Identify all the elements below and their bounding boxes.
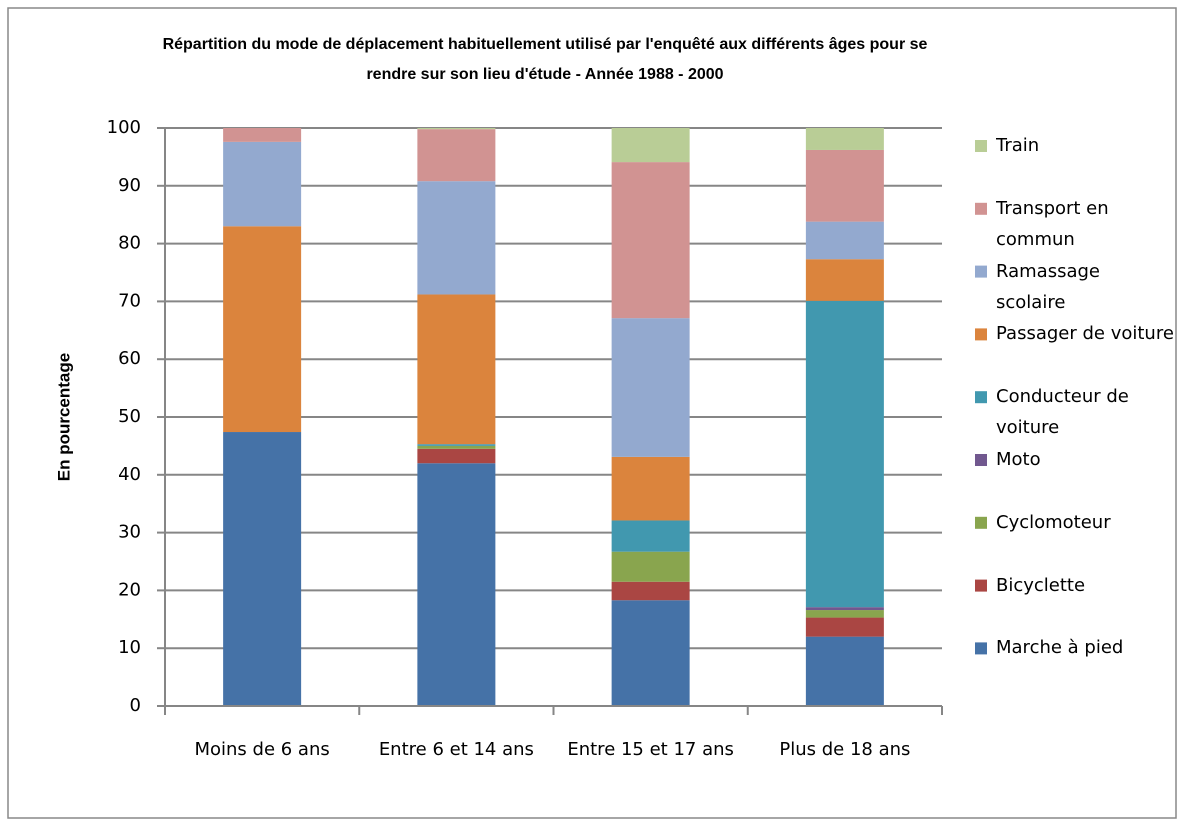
bar-segment — [417, 129, 496, 182]
legend-swatch — [975, 516, 987, 529]
bar-segment — [611, 128, 690, 163]
bar-segment — [223, 226, 302, 433]
bar-segment — [805, 300, 884, 608]
y-tick-label: 40 — [118, 464, 141, 485]
bar-segment — [223, 141, 302, 227]
y-tick-label: 90 — [118, 175, 141, 196]
y-tick-label: 10 — [118, 637, 141, 658]
y-tick-label: 80 — [118, 233, 141, 254]
bar-segment — [805, 221, 884, 260]
bar-segment — [417, 128, 496, 130]
y-axis-label: En pourcentage — [54, 353, 73, 481]
legend-swatch — [975, 642, 987, 655]
y-tick-label: 20 — [118, 579, 141, 600]
bar-segment — [611, 520, 690, 552]
bar-segment — [417, 181, 496, 295]
legend-swatch — [975, 391, 987, 404]
bar-segment — [417, 444, 496, 446]
legend-label-box: Passager de voiture — [996, 323, 1174, 345]
legend-label: Moto — [996, 449, 1041, 470]
bar-segment — [223, 128, 302, 142]
bar-segment — [417, 294, 496, 445]
bar-segment — [611, 456, 690, 521]
bar-segment — [805, 259, 884, 301]
bar-segment — [611, 600, 690, 706]
legend-label-box: Conducteur de voiture — [996, 386, 1129, 439]
legend-label: Train — [996, 135, 1040, 156]
legend-label: Bicyclette — [996, 574, 1086, 596]
legend-swatch — [975, 202, 987, 215]
legend-swatch — [975, 579, 987, 592]
chart-title-box: Répartition du mode de déplacement habit… — [162, 36, 928, 83]
legend-label: Transport en commun — [996, 197, 1109, 250]
legend-label: Cyclomoteur — [996, 511, 1111, 533]
x-tick-label-box: Entre 6 et 14 ans — [378, 739, 534, 760]
y-tick-label: 50 — [118, 406, 141, 427]
chart-title: Répartition du mode de déplacement habit… — [162, 36, 928, 83]
legend-label: Passager de voiture — [996, 323, 1174, 345]
bar-segment — [417, 448, 496, 464]
bar-segment — [611, 551, 690, 582]
legend-swatch — [975, 140, 987, 152]
y-tick-label: 0 — [130, 695, 141, 716]
bar-segment — [417, 445, 496, 449]
x-tick-label-box: Entre 15 et 17 ans — [567, 739, 734, 760]
x-tick-label-box: Plus de 18 ans — [779, 739, 911, 760]
bar-segment — [611, 162, 690, 319]
legend-label: Marche à pied — [996, 637, 1124, 659]
bar-segment — [611, 581, 690, 601]
x-tick-label: Moins de 6 ans — [194, 739, 330, 760]
y-tick-label: 100 — [107, 117, 141, 138]
x-tick-label-box: Moins de 6 ans — [194, 739, 330, 760]
legend-swatch — [975, 328, 987, 341]
x-tick-label: Entre 6 et 14 ans — [378, 739, 534, 760]
bar-segment — [805, 128, 884, 150]
legend-label-box: Moto — [996, 449, 1041, 470]
x-tick-label: Entre 15 et 17 ans — [567, 739, 734, 760]
legend-label-box: Marche à pied — [996, 637, 1124, 659]
legend-label-box: Cyclomoteur — [996, 511, 1111, 533]
y-tick-label: 60 — [118, 348, 141, 369]
bar-segment — [805, 610, 884, 618]
legend-label: Ramassage scolaire — [996, 260, 1100, 313]
legend-label-box: Ramassage scolaire — [996, 260, 1100, 313]
bar-segment — [805, 149, 884, 222]
y-tick-label: 70 — [118, 290, 141, 311]
bar-segment — [805, 636, 884, 706]
legend-label-box: Transport en commun — [996, 197, 1109, 250]
x-tick-label: Plus de 18 ans — [779, 739, 911, 760]
legend-label: Conducteur de voiture — [996, 386, 1129, 439]
legend-swatch — [975, 454, 987, 466]
bar-segment — [611, 318, 690, 457]
legend-swatch — [975, 265, 987, 278]
bar-segment — [805, 607, 884, 611]
legend-label-box: Train — [996, 135, 1040, 156]
bar-segment — [805, 617, 884, 637]
legend-label-box: Bicyclette — [996, 574, 1086, 596]
bar-segment — [223, 432, 302, 706]
bar-segment — [417, 463, 496, 706]
y-tick-label: 30 — [118, 522, 141, 543]
